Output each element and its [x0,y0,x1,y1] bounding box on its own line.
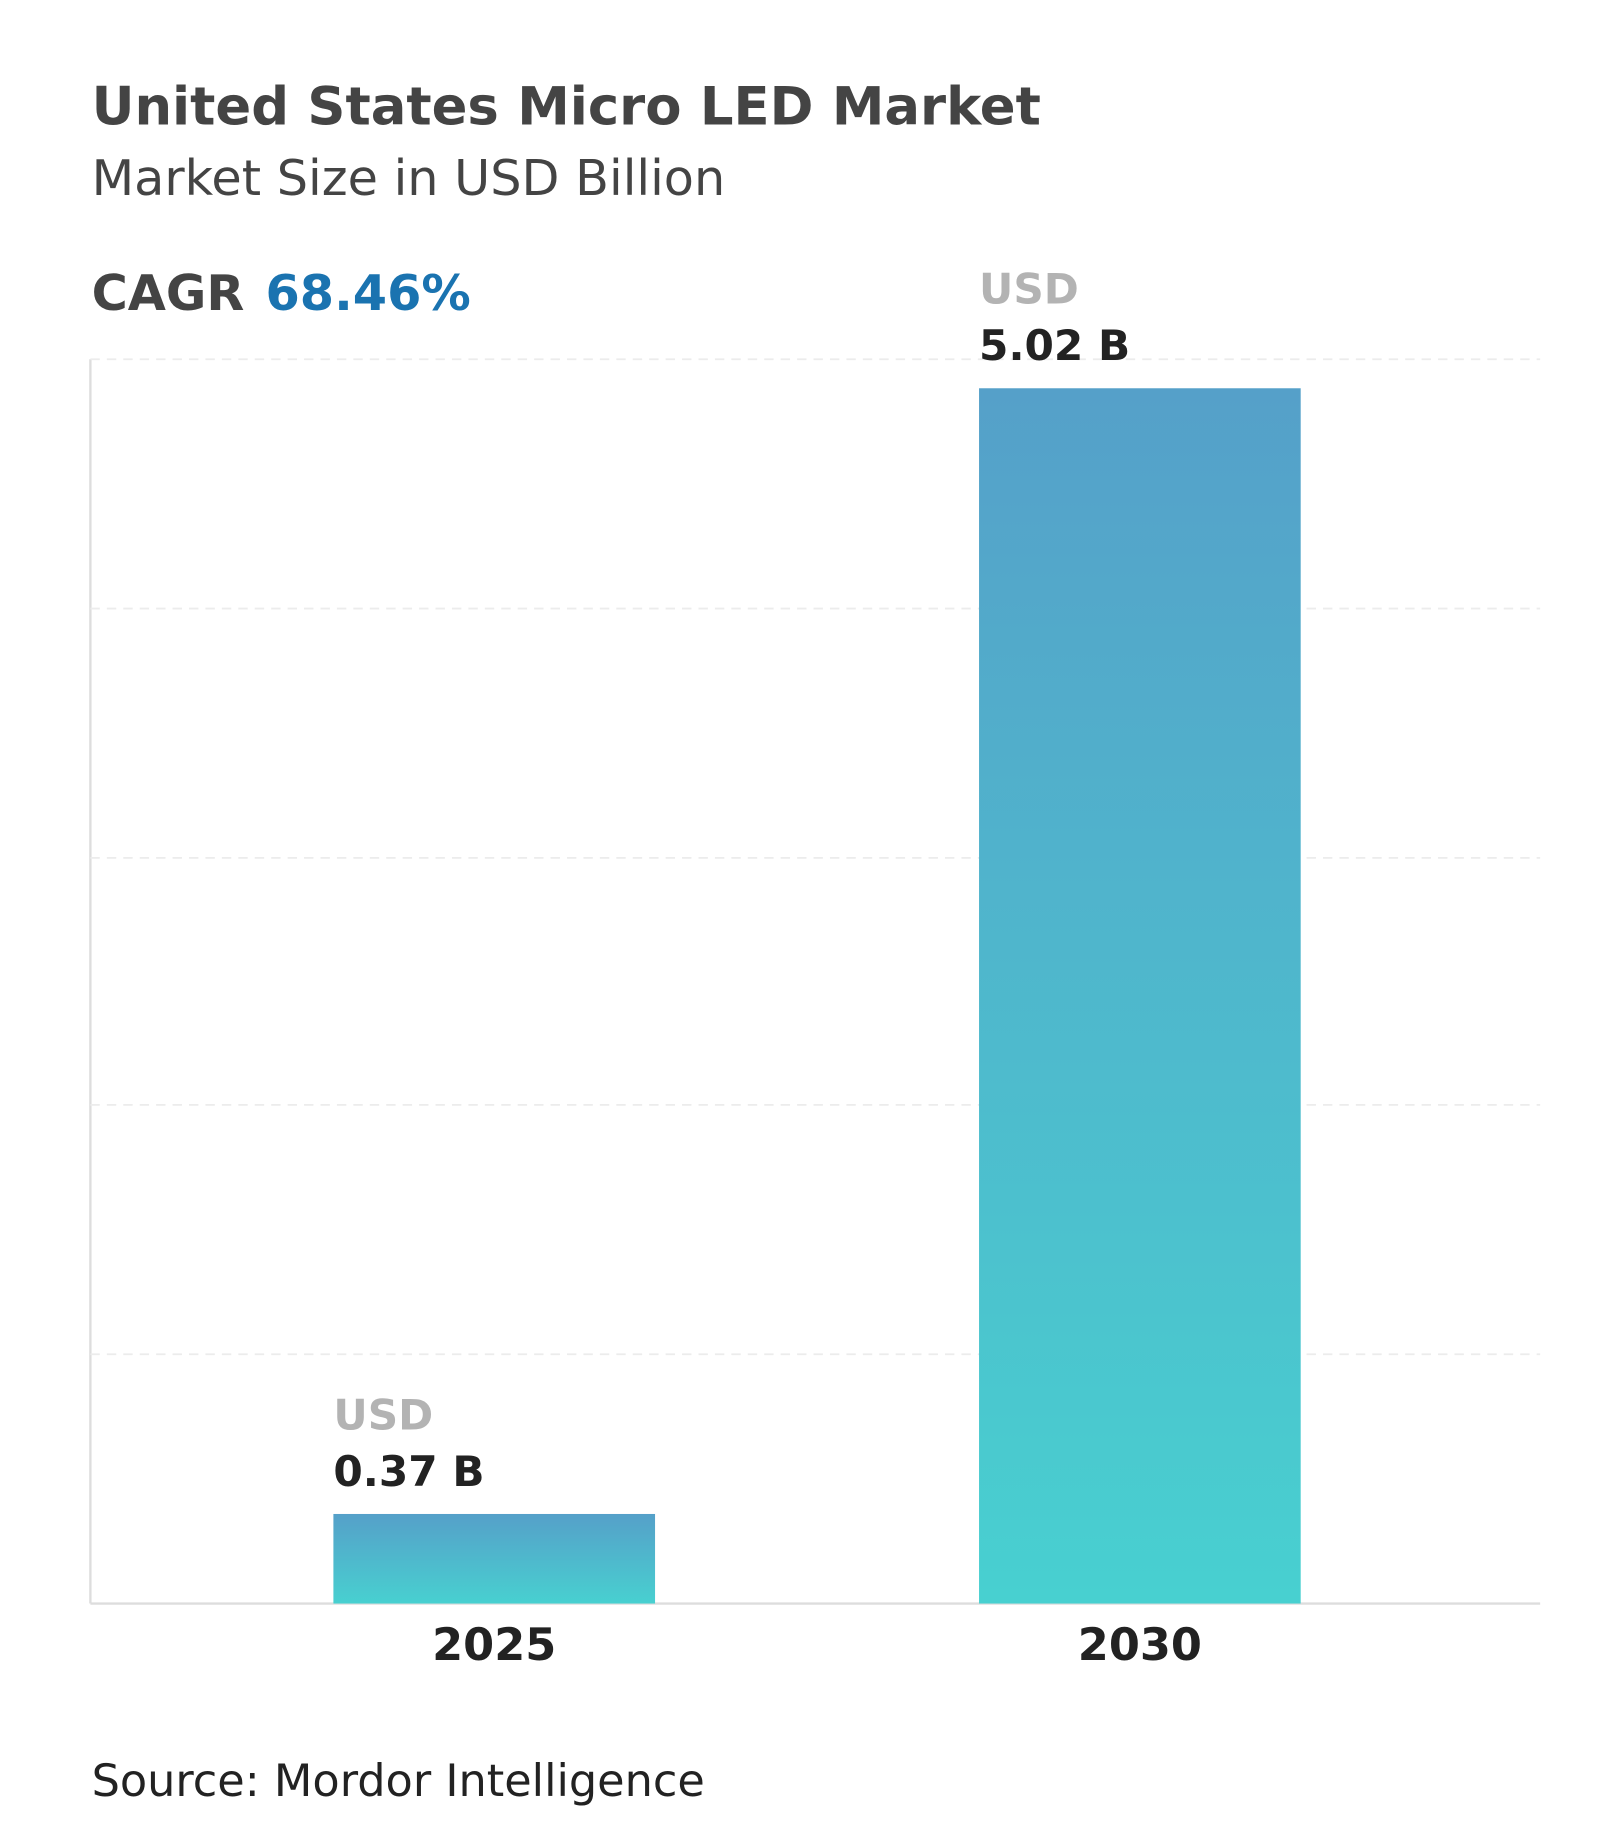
value-label: 5.02 B [979,321,1130,370]
cagr: CAGR 68.46% [92,264,471,322]
bar [333,1513,656,1604]
chart-subtitle: Market Size in USD Billion [92,149,726,207]
x-tick-label: 2025 [432,1619,556,1671]
value-prefix: USD [979,265,1079,314]
source: Source: Mordor Intelligence [92,1755,705,1807]
cagr-label: CAGR [92,264,245,322]
bar [979,388,1301,1604]
cagr-value: 68.46% [265,264,470,322]
x-tick-label: 2030 [1078,1619,1202,1671]
value-label: 0.37 B [333,1447,484,1496]
value-prefix: USD [333,1390,433,1439]
chart-title: United States Micro LED Market [92,76,1041,137]
